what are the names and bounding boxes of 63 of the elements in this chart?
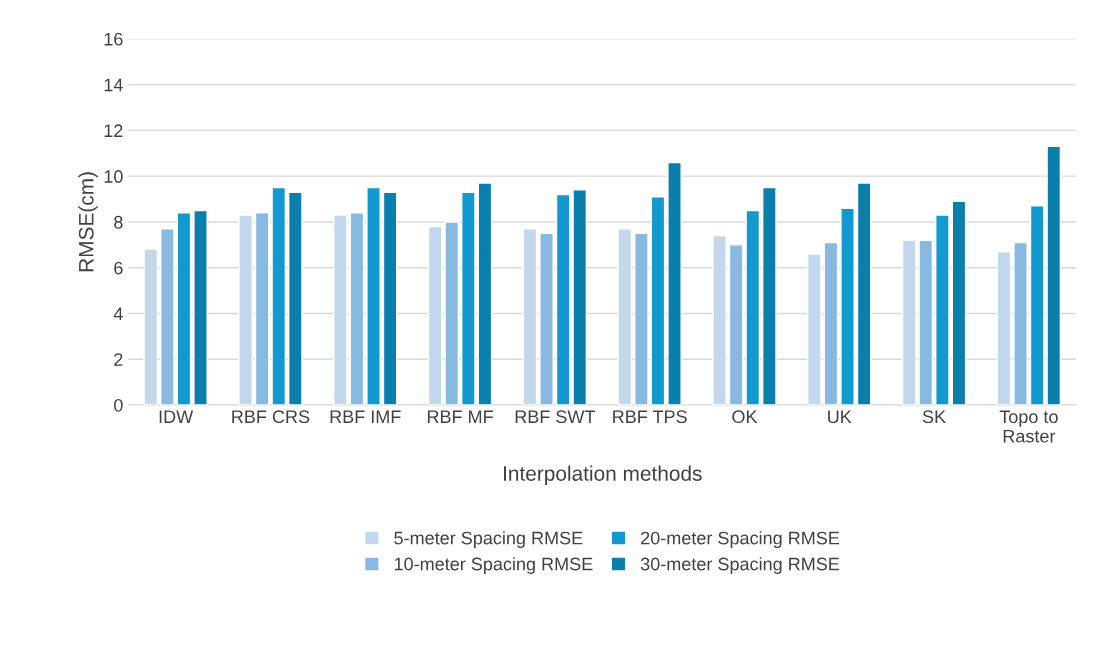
bar [840,207,855,405]
bar [728,244,744,405]
legend-label: 10-meter Spacing RMSE [394,557,593,574]
x-tick-label: Topo to Raster [999,410,1058,443]
bar [382,191,398,405]
x-tick-label: RBF MF [427,410,493,423]
bar [143,248,159,405]
legend-label: 20-meter Spacing RMSE [641,531,840,549]
y-tick-label: 8 [114,215,123,229]
bar [762,186,777,405]
bar [333,214,348,405]
bar [951,200,967,405]
bar [193,209,208,405]
bar [271,186,287,405]
bar [617,228,633,405]
bar [823,241,839,405]
bar [1046,145,1062,405]
x-axis-title: Interpolation methods [504,465,702,486]
bar [238,214,253,405]
bar [539,232,554,405]
y-tick-label: 16 [104,32,123,46]
bar [287,191,303,405]
bar [634,232,649,405]
bar [427,225,443,405]
bar [807,253,822,405]
bar [745,209,761,405]
x-tick-label: OK [732,410,758,424]
y-tick-label: 6 [114,261,123,275]
bar [477,182,493,405]
bar [650,196,666,405]
bar [444,221,460,405]
bar [349,212,365,405]
bar [667,161,682,405]
bar [555,193,571,405]
y-axis-title: RMSE(cm) [78,172,98,272]
y-tick-label: 0 [114,398,123,412]
bar [160,228,175,405]
bar [176,212,192,405]
y-tick-label: 12 [104,124,123,137]
x-tick-label: RBF CRS [232,410,310,424]
legend-label: 5-meter Spacing RMSE [394,531,583,549]
bar [996,250,1012,405]
bar [366,186,381,405]
bar [1029,205,1045,405]
bar [254,212,270,405]
bar [461,191,476,405]
bar [712,234,727,405]
bar [856,182,872,405]
x-tick-label: RBF IMF [330,410,401,423]
bar [935,214,950,405]
bar [522,228,538,405]
x-tick-label: RBF TPS [613,410,687,424]
y-tick-label: 10 [104,170,123,183]
y-tick-label: 4 [113,307,123,321]
y-tick-label: 2 [114,353,123,366]
x-tick-label: RBF SWT [515,410,596,424]
bar [1013,241,1028,405]
x-tick-label: SK [922,410,946,424]
x-tick-label: IDW [159,410,194,423]
bar [572,189,588,405]
x-tick-label: UK [828,410,852,424]
y-tick-label: 14 [104,78,123,92]
legend-label: 30-meter Spacing RMSE [640,557,840,574]
